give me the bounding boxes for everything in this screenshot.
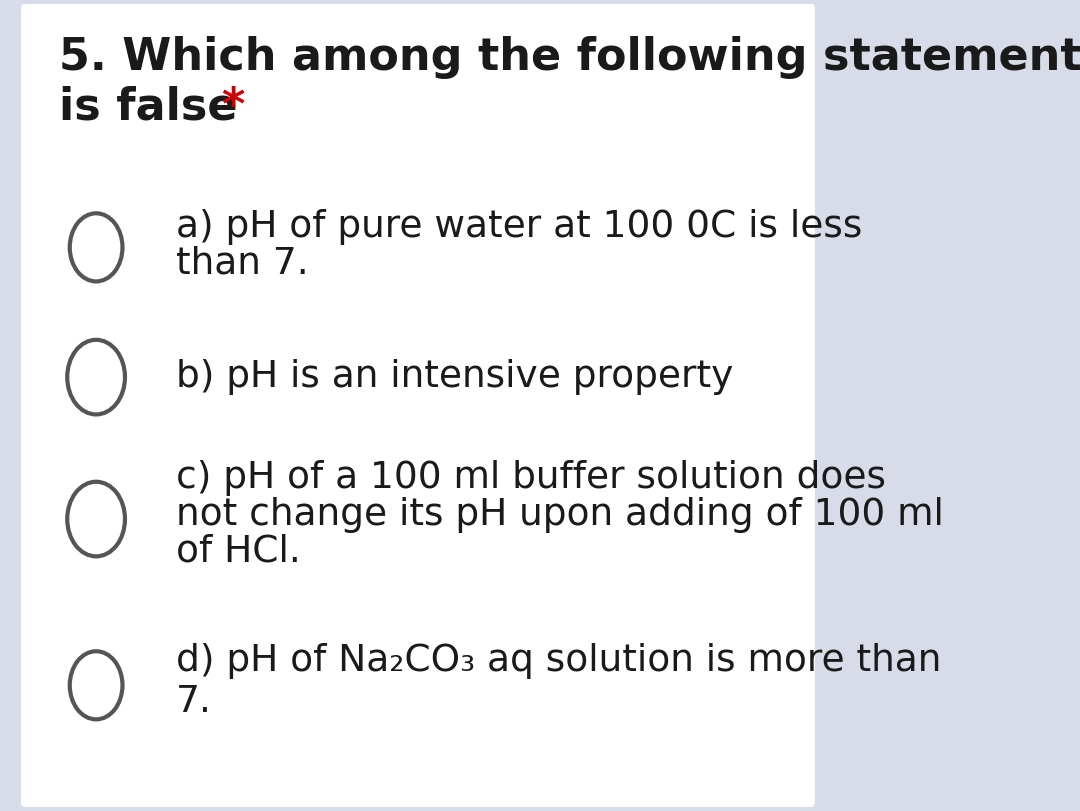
Text: a) pH of pure water at 100 0C is less: a) pH of pure water at 100 0C is less <box>176 209 862 245</box>
Text: is false: is false <box>58 85 253 128</box>
Text: d) pH of Na₂CO₃ aq solution is more than: d) pH of Na₂CO₃ aq solution is more than <box>176 643 941 679</box>
Text: 5. Which among the following statement: 5. Which among the following statement <box>58 36 1080 79</box>
Text: of HCl.: of HCl. <box>176 534 300 569</box>
Text: b) pH is an intensive property: b) pH is an intensive property <box>176 359 733 395</box>
Text: c) pH of a 100 ml buffer solution does: c) pH of a 100 ml buffer solution does <box>176 461 886 496</box>
FancyBboxPatch shape <box>21 4 815 807</box>
Text: not change its pH upon adding of 100 ml: not change its pH upon adding of 100 ml <box>176 497 944 533</box>
Text: 7.: 7. <box>176 684 212 719</box>
Text: than 7.: than 7. <box>176 246 308 281</box>
Text: *: * <box>221 85 245 128</box>
